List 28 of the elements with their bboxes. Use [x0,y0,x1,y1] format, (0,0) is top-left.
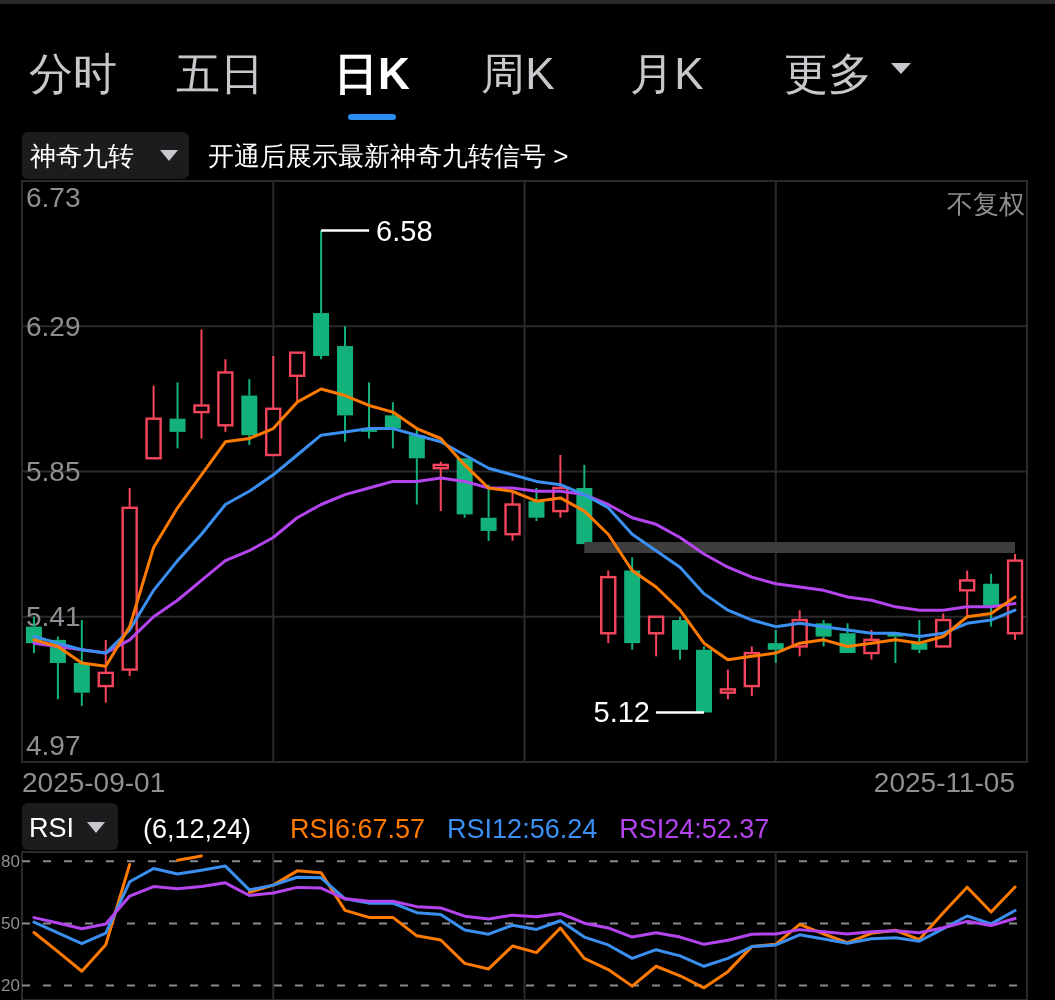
text: 周K [481,48,555,98]
y-tick-label: 80 [1,851,20,871]
y-tick-label: 6.29 [26,310,81,342]
text: 2025-11-05 [873,766,1015,798]
text: 日K [334,48,411,98]
text: 五日 [176,48,264,98]
text: 神奇九转 [30,141,134,171]
annotation: 不复权 [947,189,1025,219]
chart-title: RSI [29,813,75,843]
y-tick-label: 4.97 [26,729,81,761]
y-tick-label: 50 [1,913,20,933]
annotation: 5.12 [593,696,650,729]
text: RSI24:52.37 [619,814,770,844]
text: RSI12:56.24 [447,814,598,844]
line-series [32,881,1017,946]
text: 开通后展示最新神奇九转信号 > [208,141,569,171]
text: 分时 [29,48,117,98]
text: 2025-09-01 [22,766,166,798]
y-tick-label: 6.73 [26,181,81,213]
y-tick-label: 5.85 [26,456,81,487]
y-tick-label: 5.41 [26,601,81,633]
text: 更多 [784,48,872,98]
chart-subtitle: (6,12,24) [143,814,252,844]
line-series [32,864,1017,968]
annotation: 6.58 [376,214,433,247]
text: 月K [630,48,704,98]
series-label: RSI6:67.57 [290,814,426,844]
y-tick-label: 20 [1,976,20,996]
